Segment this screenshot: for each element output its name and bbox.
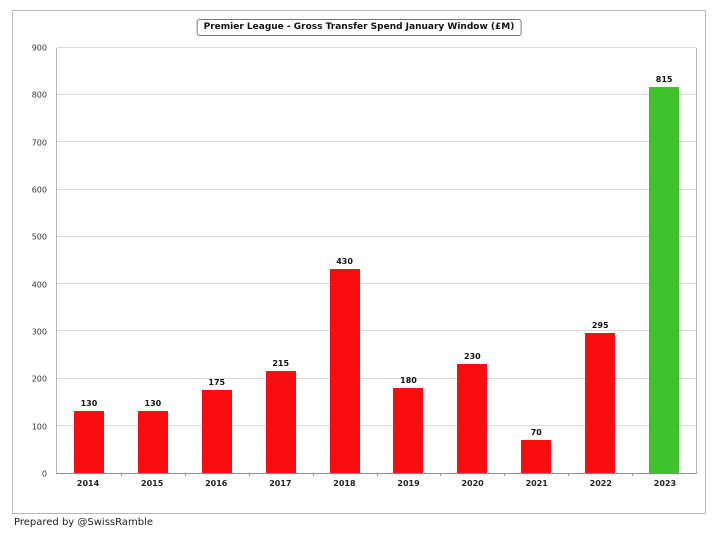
y-axis-labels: 0 100 200 300 400 500 600 700 800 900 bbox=[13, 44, 52, 479]
x-axis-label-2019: 2019 bbox=[397, 479, 420, 488]
bar-cell-2022: 295 bbox=[568, 48, 632, 473]
x-axis-tick bbox=[312, 473, 314, 476]
gridline-700 bbox=[57, 141, 696, 143]
bar-cell-2018: 430 bbox=[313, 48, 377, 473]
bar-cell-2019: 180 bbox=[377, 48, 441, 473]
y-axis-tick-label: 400 bbox=[31, 280, 47, 290]
gridline-400 bbox=[57, 283, 696, 285]
bar-value-label-2021: 70 bbox=[530, 427, 542, 437]
bar-cell-2015: 130 bbox=[121, 48, 185, 473]
bar-cell-2017: 215 bbox=[249, 48, 313, 473]
bar-2023 bbox=[649, 87, 680, 473]
bar-value-label-2023: 815 bbox=[655, 75, 673, 85]
plot-area: 130 130 175 215 430 180 230 70 295 815 bbox=[56, 47, 697, 476]
y-axis-tick-label: 800 bbox=[31, 90, 47, 100]
chart-frame: Premier League - Gross Transfer Spend Ja… bbox=[12, 10, 706, 514]
x-axis-tick bbox=[120, 473, 122, 476]
y-axis-tick-label: 700 bbox=[31, 138, 47, 148]
x-axis-label-2022: 2022 bbox=[589, 479, 612, 488]
bar-cell-2016: 175 bbox=[185, 48, 249, 473]
bar-value-label-2015: 130 bbox=[144, 399, 162, 409]
bar-2019 bbox=[393, 387, 424, 473]
x-axis-label-2018: 2018 bbox=[333, 479, 356, 488]
x-axis-tick bbox=[632, 473, 634, 476]
bar-value-label-2019: 180 bbox=[400, 375, 417, 385]
bars-container: 130 130 175 215 430 180 230 70 295 815 bbox=[57, 48, 696, 473]
bar-2020 bbox=[457, 364, 488, 473]
gridline-100 bbox=[57, 424, 696, 426]
gridline-800 bbox=[57, 94, 696, 96]
bar-2017 bbox=[265, 371, 296, 473]
gridline-600 bbox=[57, 188, 696, 190]
y-axis-tick-label: 100 bbox=[31, 422, 47, 432]
x-axis-tick bbox=[184, 473, 186, 476]
x-axis-tick bbox=[376, 473, 378, 476]
x-axis-tick bbox=[568, 473, 570, 476]
y-axis-tick-label: 600 bbox=[31, 185, 47, 195]
bar-cell-2021: 70 bbox=[504, 48, 568, 473]
x-axis-label-2017: 2017 bbox=[269, 479, 292, 488]
gridline-200 bbox=[57, 377, 696, 379]
bar-cell-2020: 230 bbox=[440, 48, 504, 473]
x-axis-label-2015: 2015 bbox=[141, 479, 164, 488]
y-axis-tick-label: 500 bbox=[31, 232, 47, 242]
bar-value-label-2020: 230 bbox=[464, 352, 481, 362]
bar-2022 bbox=[585, 333, 616, 473]
y-axis-tick-label: 0 bbox=[41, 469, 47, 479]
y-axis-tick-label: 900 bbox=[31, 43, 47, 53]
y-axis-tick-label: 300 bbox=[31, 327, 47, 337]
gridline-500 bbox=[57, 235, 696, 237]
y-axis-tick-label: 200 bbox=[31, 374, 47, 384]
bar-value-label-2014: 130 bbox=[80, 399, 98, 409]
x-axis-label-2020: 2020 bbox=[461, 479, 484, 488]
credit-text: Prepared by @SwissRamble bbox=[14, 517, 153, 528]
bar-2014 bbox=[73, 411, 104, 473]
bar-value-label-2016: 175 bbox=[208, 378, 226, 388]
x-axis-tick bbox=[440, 473, 442, 476]
gridline-900 bbox=[57, 47, 696, 48]
x-axis-label-2021: 2021 bbox=[525, 479, 548, 488]
x-axis-label-2023: 2023 bbox=[653, 479, 677, 488]
x-axis-label-2014: 2014 bbox=[76, 479, 100, 488]
x-axis-labels: 2014 2015 2016 2017 2018 2019 2020 2021 2022 2023 bbox=[56, 479, 697, 488]
bar-value-label-2018: 430 bbox=[336, 257, 353, 267]
chart-title: Premier League - Gross Transfer Spend Ja… bbox=[196, 19, 522, 36]
bar-value-label-2017: 215 bbox=[272, 359, 290, 369]
x-axis-tick bbox=[504, 473, 506, 476]
x-axis-tick bbox=[248, 473, 250, 476]
gridline-300 bbox=[57, 330, 696, 332]
bar-value-label-2022: 295 bbox=[591, 321, 609, 331]
x-axis-ticks bbox=[57, 473, 696, 476]
bar-cell-2023: 815 bbox=[632, 48, 696, 473]
bar-2021 bbox=[521, 439, 552, 473]
bar-cell-2014: 130 bbox=[57, 48, 121, 473]
bar-2016 bbox=[201, 390, 232, 473]
bar-2018 bbox=[329, 269, 360, 473]
x-axis-label-2016: 2016 bbox=[205, 479, 228, 488]
bar-2015 bbox=[137, 411, 168, 473]
